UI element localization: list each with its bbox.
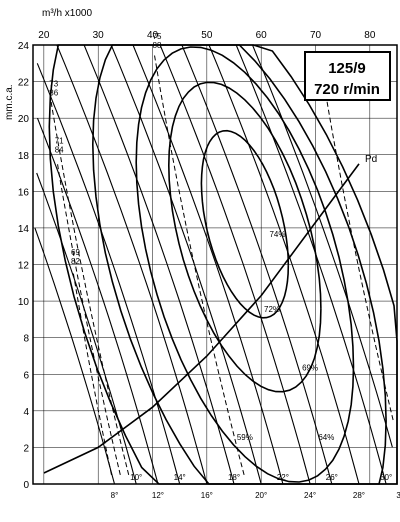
noise-curve bbox=[72, 273, 112, 476]
noise-curve bbox=[153, 54, 245, 476]
title-box bbox=[304, 51, 391, 101]
chart-title: 125/9 bbox=[328, 60, 366, 77]
x-tick-label: 20 bbox=[38, 30, 50, 41]
blade-angle-curve bbox=[159, 44, 311, 485]
efficiency-label: 59% bbox=[237, 433, 253, 442]
noise-dba-label: 75 bbox=[153, 32, 162, 41]
y-tick-label: 18 bbox=[18, 151, 30, 162]
blade-angle-label: 22° bbox=[277, 473, 289, 482]
noise-curve bbox=[321, 72, 394, 421]
blade-angle-curve bbox=[181, 44, 333, 485]
blade-angle-label: 16° bbox=[201, 491, 213, 500]
blade-angle-label: 30° bbox=[380, 473, 392, 482]
blade-angle-label: 24° bbox=[304, 491, 316, 500]
blade-angle-curve bbox=[36, 118, 159, 485]
y-tick-label: 22 bbox=[18, 78, 30, 89]
y-tick-label: 2 bbox=[23, 443, 29, 454]
y-tick-label: 12 bbox=[18, 261, 30, 272]
y-axis-title: mm.c.a. bbox=[4, 84, 15, 120]
y-tick-label: 16 bbox=[18, 187, 30, 198]
noise-curve bbox=[57, 163, 121, 476]
blade-angle-label: 28° bbox=[353, 491, 365, 500]
efficiency-label: 74% bbox=[269, 230, 285, 239]
grid-layer bbox=[32, 44, 398, 485]
blade-angle-label: 32° bbox=[396, 491, 400, 500]
blade-angle-curve bbox=[56, 44, 208, 485]
efficiency-curve bbox=[135, 46, 355, 483]
efficiency-label: 69% bbox=[302, 364, 318, 373]
blade-angle-curve bbox=[36, 172, 137, 485]
y-tick-label: 24 bbox=[18, 41, 30, 52]
x-tick-label: 50 bbox=[201, 30, 213, 41]
x-tick-label: 60 bbox=[256, 30, 268, 41]
blade-angle-curve bbox=[132, 44, 284, 485]
y-tick-label: 14 bbox=[18, 224, 30, 235]
blade-angle-label: 12° bbox=[152, 491, 164, 500]
noise-dba-label: 69 bbox=[71, 248, 80, 257]
x-tick-label: 70 bbox=[310, 30, 322, 41]
blade-angle-label: 26° bbox=[326, 473, 338, 482]
blade-angle-curve bbox=[36, 63, 181, 485]
blade-angle-curve bbox=[34, 227, 116, 485]
x-tick-label: 30 bbox=[93, 30, 105, 41]
y-tick-label: 0 bbox=[23, 480, 29, 491]
y-tick-label: 20 bbox=[18, 114, 30, 125]
blade-angle-label: 14° bbox=[174, 473, 186, 482]
noise-dbw-label: 86 bbox=[49, 89, 58, 98]
blade-angle-curve bbox=[235, 44, 387, 485]
blade-angle-label: 8° bbox=[111, 491, 119, 500]
noise-dba-label: 73 bbox=[49, 80, 58, 89]
pd-label: Pd bbox=[365, 154, 377, 165]
efficiency-curve bbox=[200, 129, 290, 319]
efficiency-label: 72% bbox=[264, 305, 280, 314]
pd-curve bbox=[43, 163, 360, 474]
y-tick-label: 8 bbox=[23, 334, 29, 345]
blade-angle-label: 20° bbox=[255, 491, 267, 500]
noise-dbw-label: 82 bbox=[71, 257, 80, 266]
efficiency-curve bbox=[167, 81, 322, 393]
blade-angle-label: 10° bbox=[130, 473, 142, 482]
noise-curve bbox=[48, 90, 130, 476]
blade-angle-curve bbox=[251, 44, 393, 448]
x-tick-label: 40 bbox=[147, 30, 159, 41]
efficiency-label: 64% bbox=[318, 433, 334, 442]
noise-dbw-label: 88 bbox=[153, 41, 162, 50]
x-axis-title: m³/h x1000 bbox=[42, 8, 92, 19]
x-tick-label: 80 bbox=[364, 30, 376, 41]
noise-dbw-label: 84 bbox=[55, 145, 64, 154]
efficiency-curve bbox=[48, 44, 398, 485]
y-tick-label: 6 bbox=[23, 370, 29, 381]
curves-layer bbox=[34, 44, 398, 485]
blade-angle-label: 18° bbox=[228, 473, 240, 482]
noise-dba-label: 71 bbox=[55, 136, 64, 145]
blade-angle-curve bbox=[83, 44, 235, 485]
y-tick-label: 4 bbox=[23, 407, 29, 418]
chart-subtitle: 720 r/min bbox=[314, 81, 380, 98]
blade-angle-curve bbox=[208, 44, 360, 485]
y-tick-label: 10 bbox=[18, 297, 30, 308]
